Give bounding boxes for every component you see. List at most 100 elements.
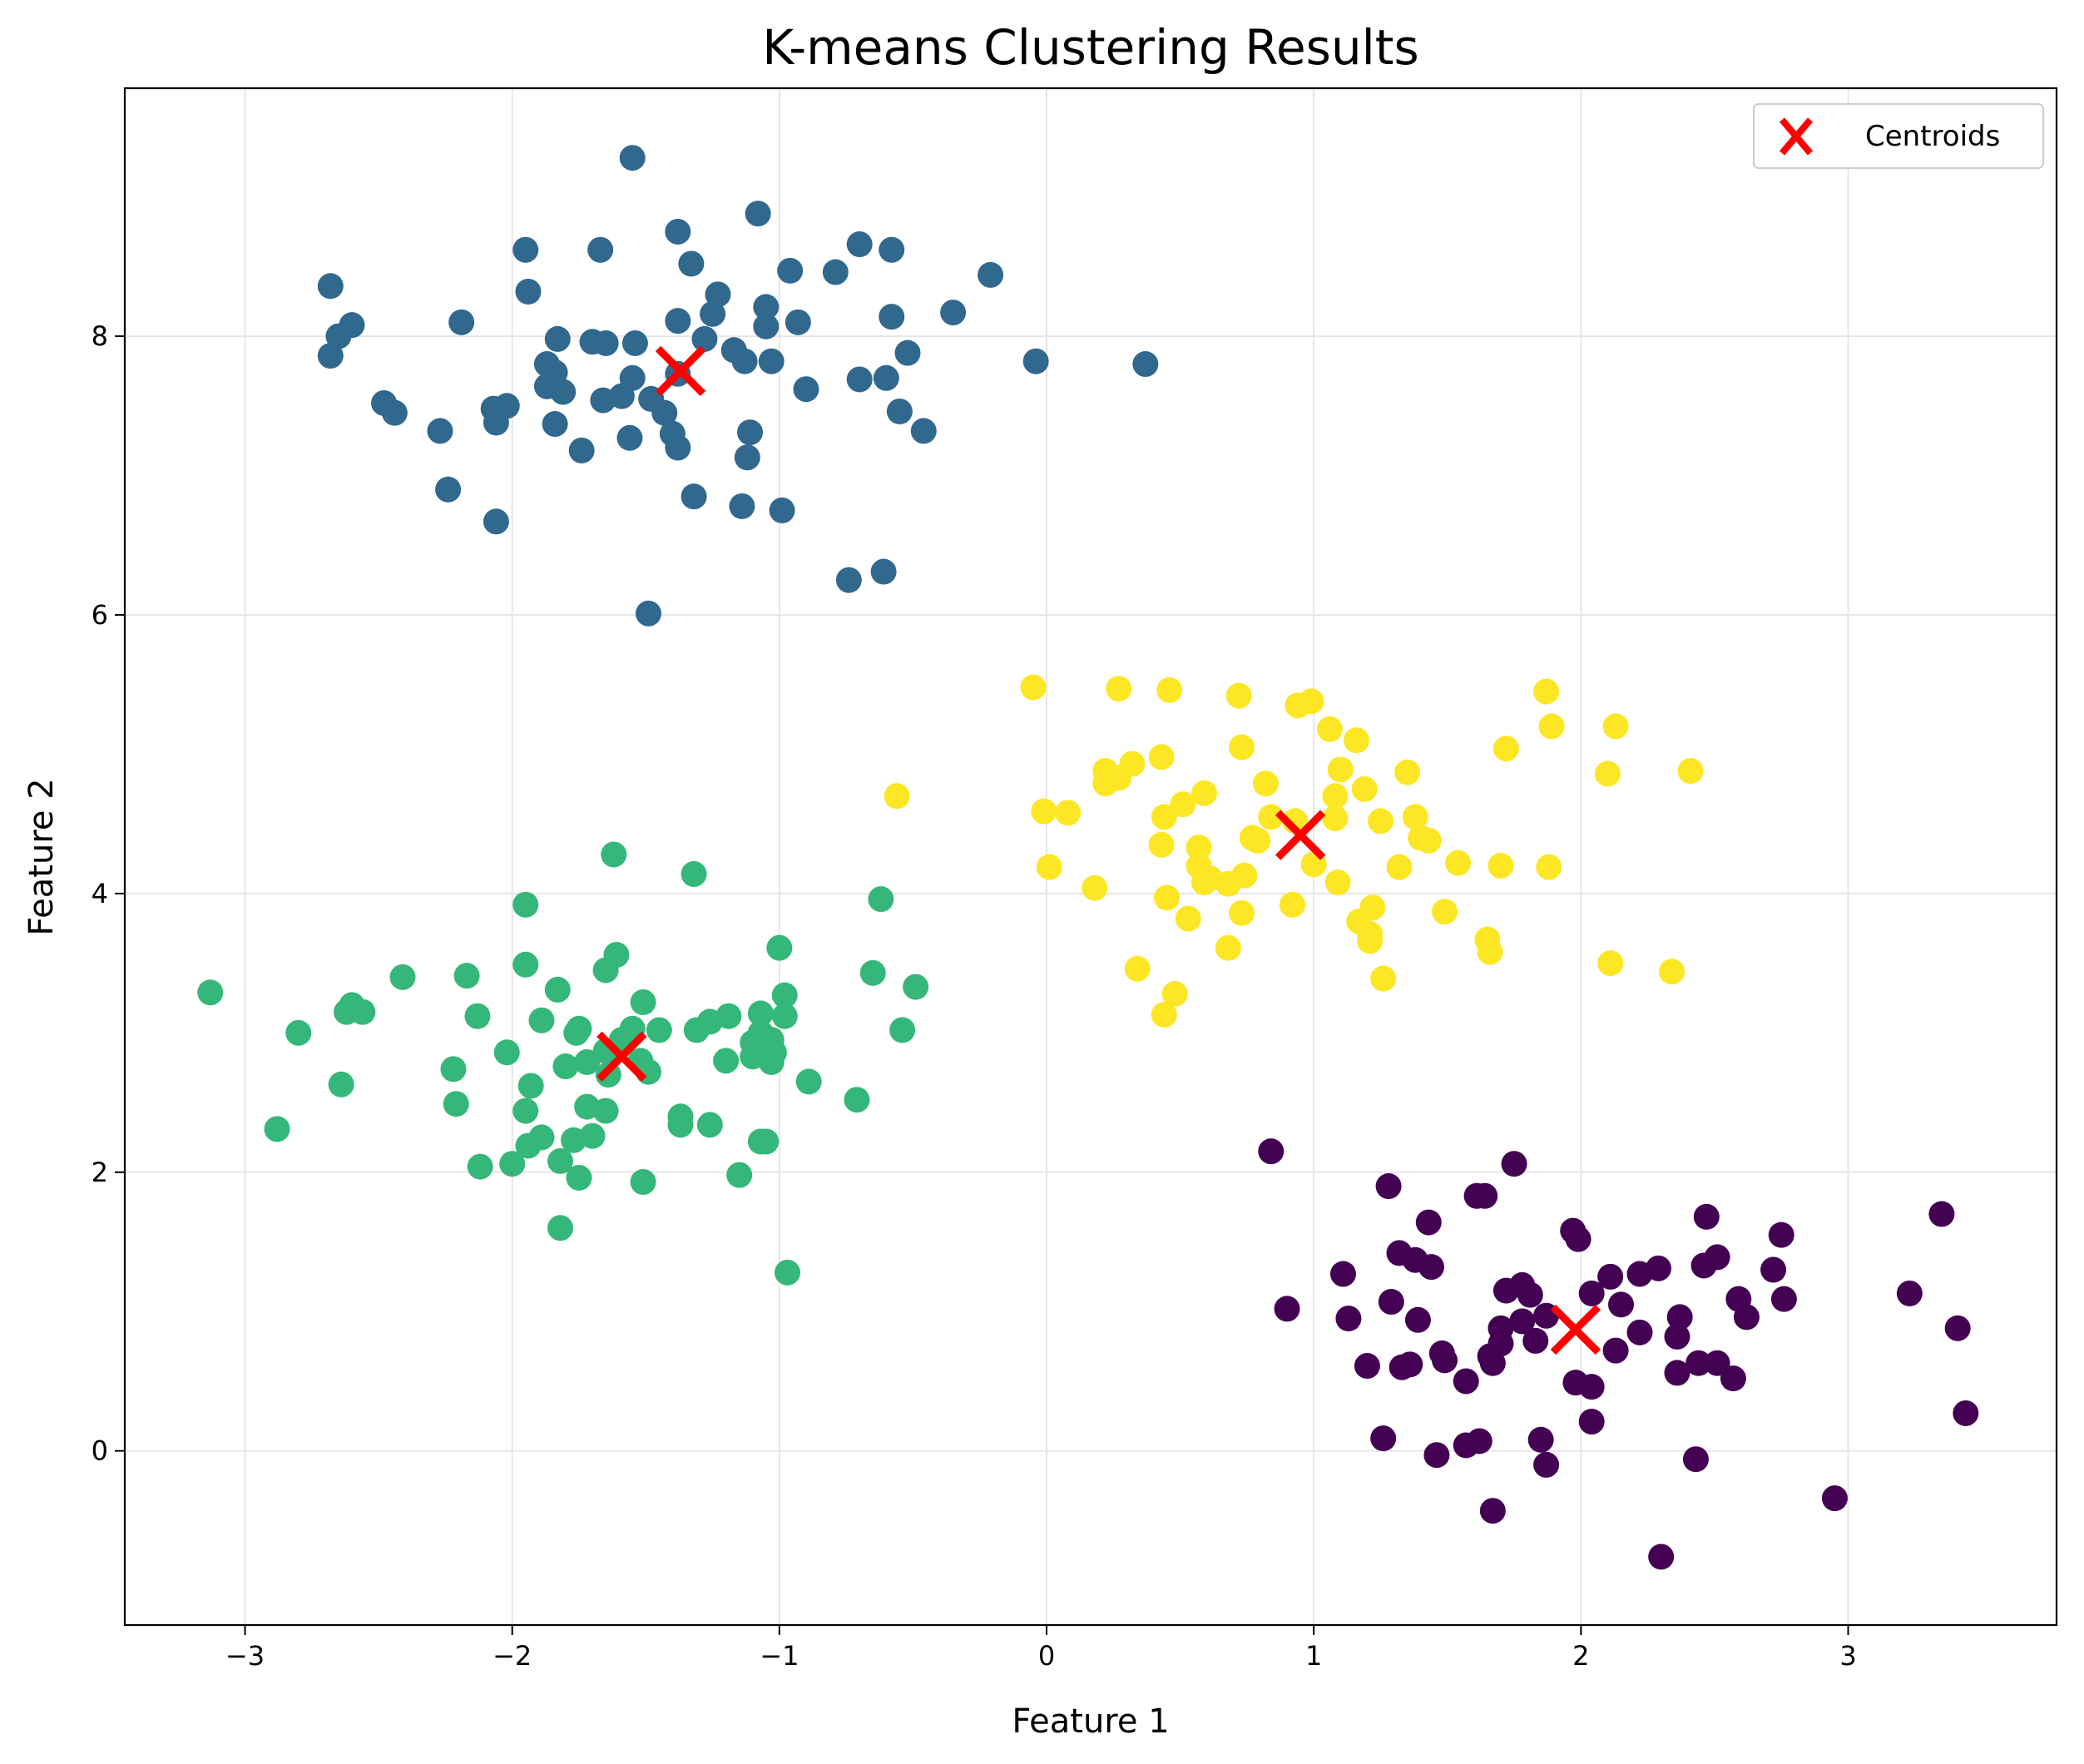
cluster-1-point [1175, 905, 1201, 932]
centroid-marker [596, 1031, 647, 1082]
cluster-1-point [1161, 980, 1188, 1007]
cluster-0-point [665, 218, 691, 245]
cluster-3-point [1768, 1221, 1794, 1248]
x-tick-label: −1 [760, 1640, 799, 1672]
cluster-2-point [667, 1112, 694, 1138]
cluster-3-point [1760, 1256, 1787, 1283]
cluster-1-point [1322, 783, 1349, 810]
cluster-1-point [1492, 736, 1519, 762]
cluster-1-point [1322, 805, 1349, 831]
cluster-3-point [1329, 1261, 1356, 1287]
cluster-3-point [1664, 1323, 1690, 1350]
cluster-1-point [1156, 676, 1183, 703]
cluster-3-point [1472, 1182, 1498, 1209]
cluster-0-point [619, 364, 646, 391]
cluster-0-point [777, 257, 804, 284]
cluster-1-point [1031, 798, 1057, 825]
cluster-1-point [1225, 682, 1252, 709]
cluster-3-point [1720, 1365, 1746, 1392]
cluster-1-point [1082, 875, 1108, 901]
cluster-1-point [1536, 854, 1562, 880]
cluster-1-point [1538, 713, 1565, 740]
cluster-0-point [940, 300, 967, 326]
cluster-2-point [747, 1000, 774, 1027]
cluster-3-point [1274, 1296, 1300, 1322]
cluster-2-point [512, 1098, 539, 1124]
cluster-2-point [264, 1116, 290, 1142]
cluster-0-point [665, 434, 691, 461]
cluster-0-point [753, 313, 780, 339]
cluster-2-point [601, 841, 627, 868]
cluster-3-point [1335, 1306, 1362, 1332]
cluster-2-point [771, 1003, 798, 1029]
cluster-2-point [493, 1039, 520, 1066]
cluster-1-point [1594, 761, 1621, 787]
cluster-3-point [1354, 1353, 1380, 1380]
cluster-2-point [389, 964, 416, 990]
cluster-0-point [1132, 351, 1159, 378]
cluster-1-point [1602, 713, 1629, 740]
cluster-1-point [1148, 831, 1175, 858]
cluster-3-point [1578, 1280, 1605, 1306]
cluster-2-point [552, 1053, 579, 1080]
cluster-3-point [1527, 1426, 1554, 1453]
cluster-1-point [1367, 808, 1393, 835]
cluster-1-point [1151, 1002, 1177, 1028]
cluster-3-point [1378, 1289, 1404, 1316]
cluster-3-point [1533, 1451, 1560, 1478]
y-tick-label: 2 [92, 1157, 108, 1188]
cluster-2-point [889, 1017, 916, 1043]
cluster-0-point [681, 483, 707, 510]
cluster-2-point [515, 1132, 542, 1159]
cluster-3-point [1509, 1308, 1536, 1335]
cluster-3-point [1466, 1428, 1492, 1454]
cluster-3-point [1423, 1442, 1450, 1469]
cluster-1-point [1298, 688, 1324, 715]
cluster-1-point [1359, 894, 1386, 921]
cluster-3-point [1944, 1315, 1971, 1341]
cluster-3-point [1418, 1254, 1444, 1281]
cluster-1-point [1351, 775, 1378, 802]
cluster-0-point [1022, 348, 1049, 374]
cluster-2-point [630, 1169, 656, 1196]
cluster-0-point [737, 419, 764, 446]
cluster-1-point [1533, 678, 1560, 705]
cluster-1-point [1036, 854, 1062, 880]
centroid-marker [655, 345, 706, 397]
cluster-0-point [758, 348, 785, 374]
cluster-2-point [726, 1162, 753, 1188]
cluster-0-point [448, 309, 475, 335]
cluster-3-point [1704, 1350, 1730, 1376]
plot-frame [123, 87, 2058, 1627]
cluster-1-point [1357, 928, 1384, 954]
cluster-0-point [700, 300, 726, 327]
cluster-3-point [1686, 1350, 1712, 1376]
cluster-0-point [619, 145, 646, 171]
cluster-3-point [1645, 1255, 1671, 1281]
cluster-1-point [1215, 870, 1241, 897]
cluster-2-point [328, 1071, 354, 1098]
x-tick-label: 3 [1839, 1640, 1856, 1672]
cluster-2-point [547, 1147, 573, 1174]
cluster-0-point [542, 411, 568, 438]
cluster-0-point [427, 418, 453, 444]
cluster-2-point [547, 1215, 573, 1241]
centroid-marker [1550, 1304, 1601, 1355]
x-tick-label: −3 [225, 1640, 265, 1672]
cluster-1-point [1432, 899, 1458, 925]
cluster-2-point [579, 1122, 606, 1149]
cluster-2-point [453, 963, 480, 989]
cluster-2-point [713, 1048, 740, 1074]
cluster-1-point [1055, 800, 1082, 826]
cluster-2-point [566, 1164, 592, 1191]
cluster-0-point [317, 343, 344, 369]
cluster-0-point [753, 294, 780, 320]
cluster-3-point [1370, 1425, 1397, 1452]
cluster-3-point [1597, 1263, 1624, 1290]
cluster-2-point [197, 979, 224, 1006]
cluster-3-point [1578, 1409, 1605, 1435]
cluster-2-point [868, 886, 894, 913]
cluster-0-point [729, 493, 755, 519]
cluster-0-point [769, 497, 795, 523]
cluster-3-point [1821, 1485, 1848, 1512]
